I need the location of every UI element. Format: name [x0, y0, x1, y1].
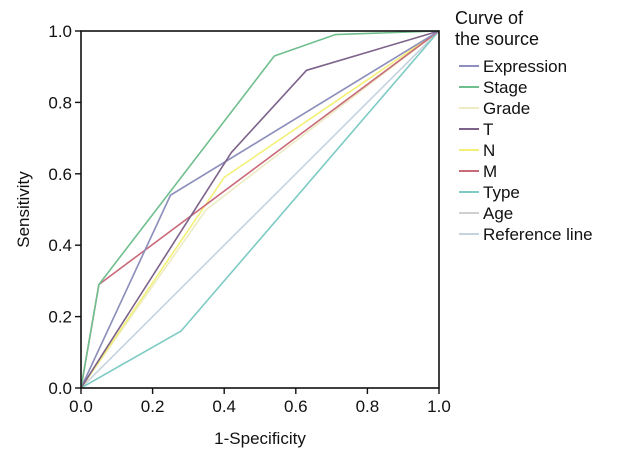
legend-label: Stage	[483, 78, 527, 97]
series-line-type	[80, 30, 440, 389]
x-tick-label: 0.4	[212, 397, 236, 416]
legend-label: M	[483, 162, 497, 181]
y-tick-label: 0.8	[48, 93, 72, 112]
y-axis-title: Sensitivity	[14, 171, 33, 248]
y-tick-label: 0.4	[48, 236, 72, 255]
x-axis-title: 1-Specificity	[214, 429, 306, 448]
series-line-grade	[80, 30, 440, 389]
legend: Expression Stage Grade TNM Type Age Reference …	[459, 57, 593, 244]
legend-title-line2: the source	[455, 29, 539, 49]
legend-label: Grade	[483, 99, 530, 118]
legend-label: Reference line	[483, 225, 593, 244]
legend-label: Age	[483, 204, 513, 223]
series-line-t	[80, 30, 440, 389]
legend-label: Expression	[483, 57, 567, 76]
x-tick-label: 1.0	[427, 397, 451, 416]
series-line-stage	[80, 30, 440, 389]
legend-label: T	[483, 120, 493, 139]
y-tick-label: 0.6	[48, 165, 72, 184]
series-line-reference-line	[80, 30, 440, 389]
y-tick-label: 0.0	[48, 379, 72, 398]
x-tick-label: 0.0	[69, 397, 93, 416]
x-tick-label: 0.8	[356, 397, 380, 416]
plot-frame	[80, 30, 440, 389]
legend-label: Type	[483, 183, 520, 202]
series-line-expression	[80, 30, 440, 389]
y-tick-label: 1.0	[48, 22, 72, 41]
series-layer	[80, 30, 440, 389]
x-tick-label: 0.2	[141, 397, 165, 416]
x-tick-label: 0.6	[284, 397, 308, 416]
legend-title-line1: Curve of	[455, 8, 524, 28]
legend-label: N	[483, 141, 495, 160]
y-tick-label: 0.2	[48, 308, 72, 327]
ticks-layer: 0.0 0.2 0.4 0.6 0.8 1.0 0.0 0.2 0.4 0.6 0.8 1.0	[48, 22, 450, 416]
series-line-n	[80, 30, 440, 389]
